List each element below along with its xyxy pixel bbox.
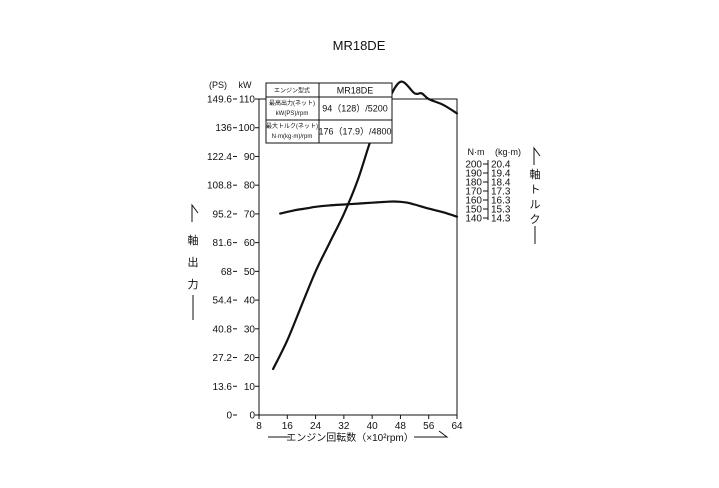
right-tick-label-nm: 170: [465, 187, 482, 198]
left-axis-unit-kw: kW: [239, 80, 253, 90]
left-tick-label-kw: 50: [244, 267, 256, 278]
x-tick-label: 64: [451, 421, 463, 432]
right-tick-label-kgm: 18.4: [491, 178, 511, 189]
x-axis-arrow-icon: [430, 430, 449, 438]
spec-table-frame: [265, 82, 393, 144]
left-axis-title-char: 軸: [188, 233, 199, 247]
spec-row-2-label: 最高出力(ネット) kW(PS)/rpm: [269, 99, 315, 117]
left-tick-label-kw: 70: [244, 209, 256, 220]
left-tick-label-kw: 60: [244, 238, 256, 249]
x-axis-title: エンジン回転数（×10²rpm）: [286, 431, 414, 444]
right-axis-arrow-icon: [533, 146, 541, 165]
left-tick-label-kw: 100: [238, 123, 255, 134]
right-tick-label-kgm: 14.3: [491, 214, 511, 225]
right-tick-label-nm: 150: [465, 205, 482, 216]
right-tick-label-nm: 190: [465, 169, 482, 180]
x-tick-label: 48: [395, 421, 407, 432]
spec-row-3-value: 176（17.9）/4800: [318, 127, 391, 137]
spec-row-3-label: 最大トルク(ネット) N·m(kg·m)/rpm: [266, 122, 318, 140]
left-tick-label-ps: 122.4: [207, 152, 232, 163]
left-tick-label-ps: 27.2: [213, 353, 233, 364]
left-tick-label-kw: 0: [249, 411, 255, 422]
right-tick-label-nm: 180: [465, 178, 482, 189]
right-tick-label-nm: 160: [465, 196, 482, 207]
left-tick-label-ps: 40.8: [213, 324, 233, 335]
left-tick-label-kw: 110: [239, 95, 255, 106]
left-tick-label-ps: 54.4: [213, 296, 233, 307]
series-torque-line: [279, 200, 459, 218]
right-axis-title-char: 軸: [530, 167, 541, 181]
right-axis-ticks: 200 20.4 190 19.4 180 18.4 170 17.3 160 16.3 150 15…: [465, 160, 511, 225]
x-tick-label: 32: [338, 421, 350, 432]
spec-row-1-label: エンジン型式: [274, 87, 310, 95]
left-tick-label-kw: 90: [244, 152, 256, 163]
plot-frame: [258, 98, 458, 416]
left-tick-label-kw: 10: [244, 382, 256, 393]
left-tick-label-ps: 149.6: [207, 95, 232, 106]
right-axis-title-char: ト: [530, 184, 541, 196]
left-tick-label-ps: 0: [226, 411, 232, 422]
chart-title: MR18DE: [333, 38, 386, 53]
left-axis-title-char: 力: [188, 278, 199, 291]
left-tick-label-ps: 108.8: [207, 181, 232, 192]
left-axis-title-char: 出: [188, 255, 199, 269]
spec-row-2-value: 94（128）/5200: [322, 104, 388, 114]
left-tick-label-kw: 20: [244, 353, 256, 364]
x-axis-ticks: 8 16 24 32 40 48 56 64: [256, 415, 463, 432]
left-tick-label-ps: 68: [221, 267, 233, 278]
left-tick-label-kw: 80: [244, 181, 256, 192]
left-tick-label-ps: 81.6: [213, 238, 233, 249]
left-tick-label-kw: 30: [244, 324, 256, 335]
right-tick-label-kgm: 15.3: [491, 205, 511, 216]
right-tick-label-nm: 200: [465, 160, 482, 171]
x-axis-title-group: エンジン回転数（×10²rpm）: [268, 430, 449, 444]
right-tick-label-kgm: 17.3: [491, 187, 511, 198]
right-axis-title-char: ル: [530, 199, 541, 211]
spec-table: エンジン型式 MR18DE 最高出力(ネット) kW(PS)/rpm 94（128…: [265, 82, 393, 144]
left-axis-title: 軸出力: [188, 203, 199, 320]
left-axis-unit-ps: (PS): [209, 80, 227, 90]
left-tick-label-kw: 40: [244, 296, 256, 307]
x-tick-label: 56: [423, 421, 435, 432]
right-axis-unit-nm: N·m: [468, 147, 485, 157]
spec-row-1-value: MR18DE: [337, 86, 374, 96]
x-tick-label: 16: [282, 421, 294, 432]
right-tick-label-nm: 140: [465, 214, 482, 225]
x-tick-label: 24: [310, 421, 322, 432]
right-axis-title-char: ク: [530, 213, 541, 226]
right-tick-label-kgm: 19.4: [491, 169, 511, 180]
left-axis-arrow-icon: [191, 203, 199, 222]
right-tick-label-kgm: 16.3: [491, 196, 511, 207]
left-tick-label-ps: 136: [215, 123, 232, 134]
x-tick-label: 8: [256, 421, 262, 432]
left-tick-label-ps: 95.2: [213, 209, 233, 220]
left-tick-label-ps: 13.6: [213, 382, 233, 393]
right-axis-unit-kgm: (kg·m): [495, 147, 521, 157]
right-tick-label-kgm: 20.4: [491, 160, 511, 171]
x-tick-label: 40: [367, 421, 379, 432]
